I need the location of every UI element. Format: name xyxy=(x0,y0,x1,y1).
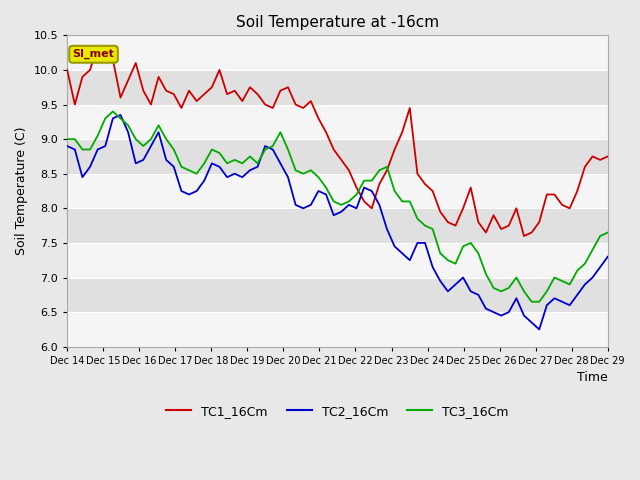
Bar xyxy=(67,36,608,70)
X-axis label: Time: Time xyxy=(577,372,608,384)
Y-axis label: Soil Temperature (C): Soil Temperature (C) xyxy=(15,127,28,255)
Bar xyxy=(67,174,608,208)
Bar xyxy=(67,277,608,312)
Title: Soil Temperature at -16cm: Soil Temperature at -16cm xyxy=(236,15,439,30)
Text: SI_met: SI_met xyxy=(72,49,115,60)
Bar xyxy=(67,105,608,139)
Bar xyxy=(67,243,608,277)
Bar xyxy=(67,208,608,243)
Legend: TC1_16Cm, TC2_16Cm, TC3_16Cm: TC1_16Cm, TC2_16Cm, TC3_16Cm xyxy=(161,400,513,423)
Bar xyxy=(67,70,608,105)
Bar xyxy=(67,139,608,174)
Bar xyxy=(67,312,608,347)
